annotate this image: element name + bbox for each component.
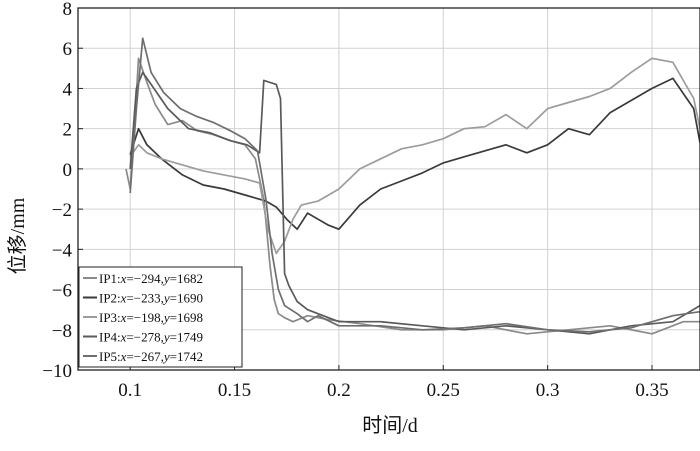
- series-lines: [125, 37, 700, 335]
- series-line-ip5: [129, 37, 700, 333]
- series-line-ip4: [129, 71, 700, 335]
- y-tick-label: −10: [42, 361, 72, 382]
- y-axis-label: 位移/mm: [6, 197, 29, 274]
- legend-box: [78, 266, 243, 368]
- y-tick-label: −4: [52, 240, 73, 261]
- y-tick-label: −6: [52, 281, 72, 302]
- y-tick-label: −2: [52, 200, 72, 221]
- series-line-ip2: [129, 77, 700, 231]
- legend-entry-ip2: IP2:x=−233,y=1690: [99, 291, 203, 306]
- legend: IP1:x=−294,y=1682 IP2:x=−233,y=1690 IP3:x=…: [78, 266, 243, 368]
- x-axis-label: 时间/d: [362, 414, 418, 437]
- x-tick-label: 0.25: [427, 380, 460, 401]
- y-tick-label: 4: [63, 79, 73, 100]
- legend-entry-ip1: IP1:x=−294,y=1682: [99, 271, 203, 286]
- y-tick-labels: −10 −8 −6 −4 −2 0 2 4 6 8: [42, 0, 72, 382]
- legend-entry-ip4: IP4:x=−278,y=1749: [99, 330, 203, 345]
- y-tick-label: 6: [63, 39, 73, 60]
- series-line-ip1: [125, 57, 700, 335]
- x-tick-labels: 0.1 0.15 0.2 0.25 0.3 0.35: [118, 380, 668, 401]
- y-tick-label: 0: [63, 160, 73, 181]
- legend-entry-ip5: IP5:x=−267,y=1742: [99, 349, 203, 364]
- legend-entry-ip3: IP3:x=−198,y=1698: [99, 310, 203, 325]
- x-tick-label: 0.3: [536, 380, 560, 401]
- y-tick-label: −8: [52, 321, 72, 342]
- x-tick-label: 0.15: [218, 380, 251, 401]
- series-line-ip3: [129, 57, 700, 255]
- x-tick-label: 0.2: [327, 380, 351, 401]
- y-tick-label: 8: [63, 0, 73, 20]
- y-tick-label: 2: [63, 120, 73, 141]
- plot-frame: [77, 7, 700, 371]
- x-tick-label: 0.35: [635, 380, 668, 401]
- x-tick-label: 0.1: [118, 380, 142, 401]
